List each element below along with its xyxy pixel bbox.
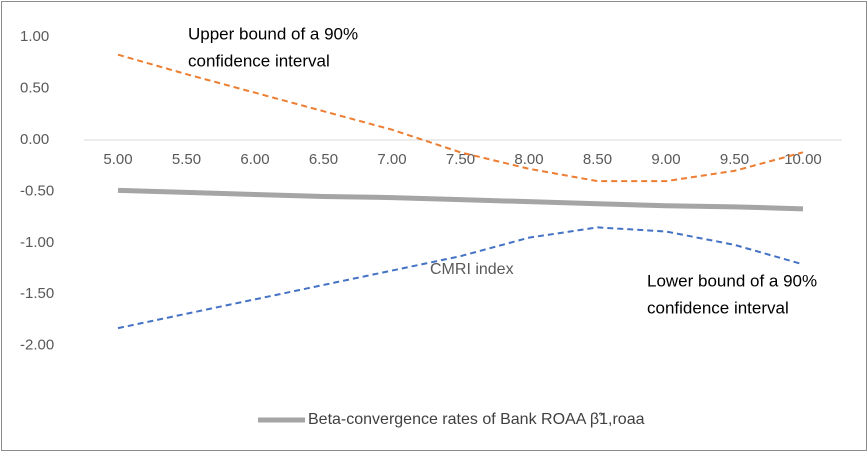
y-tick-label: -2.00 bbox=[20, 337, 54, 354]
x-tick-label: 5.00 bbox=[103, 151, 132, 168]
x-tick-label: 5.50 bbox=[172, 151, 201, 168]
y-tick-label: -1.50 bbox=[20, 285, 54, 302]
x-tick-label: 7.50 bbox=[446, 151, 475, 168]
x-tick-label: 8.50 bbox=[583, 151, 612, 168]
line bbox=[117, 187, 804, 212]
x-tick-label: 10.00 bbox=[784, 151, 822, 168]
x-tick-label: 9.50 bbox=[720, 151, 749, 168]
y-tick-label: 0.00 bbox=[20, 131, 49, 148]
legend-label: Beta-convergence rates of Bank ROAA β̃1,… bbox=[308, 411, 645, 428]
x-tick-label: 7.00 bbox=[377, 151, 406, 168]
x-tick-label: 6.50 bbox=[309, 151, 338, 168]
y-tick-label: -1.00 bbox=[20, 234, 54, 251]
annotation: Upper bound of a 90% bbox=[188, 24, 358, 43]
annotation: Lower bound of a 90% bbox=[647, 271, 817, 290]
x-tick-label: 6.00 bbox=[240, 151, 269, 168]
annotation: confidence interval bbox=[647, 298, 789, 317]
x-tick-label: 9.00 bbox=[651, 151, 680, 168]
dashed-line bbox=[117, 226, 804, 330]
x-tick-label: 8.00 bbox=[514, 151, 543, 168]
y-tick-label: 1.00 bbox=[20, 28, 49, 45]
annotation: confidence interval bbox=[188, 51, 330, 70]
y-tick-label: -0.50 bbox=[20, 182, 54, 199]
y-tick-label: 0.50 bbox=[20, 80, 49, 97]
annotation: CMRI index bbox=[430, 261, 514, 278]
